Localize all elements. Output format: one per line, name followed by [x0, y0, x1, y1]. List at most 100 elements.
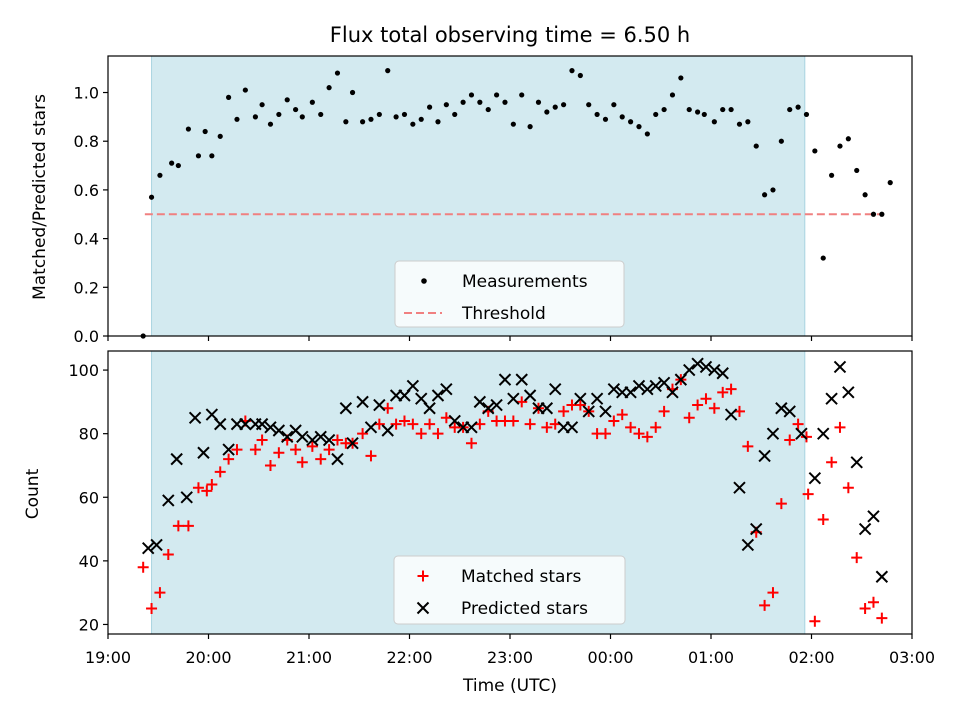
predicted-star-point — [842, 386, 855, 399]
predicted-star-point — [482, 402, 495, 415]
measurement-point — [157, 172, 163, 178]
measurement-point — [259, 102, 265, 108]
matched-star-point — [549, 418, 561, 430]
matched-star-point — [315, 453, 327, 465]
measurement-point — [778, 138, 784, 144]
measurement-point — [669, 92, 676, 98]
top-y-tick-label: 0.4 — [74, 230, 99, 249]
predicted-star-point — [423, 402, 436, 415]
matched-star-point — [231, 444, 243, 456]
matched-star-point — [817, 514, 829, 526]
measurement-point — [701, 111, 707, 118]
matched-star-point — [759, 599, 771, 611]
x-tick-label: 19:00 — [85, 648, 131, 667]
matched-star-point — [465, 437, 477, 449]
bottom-y-tick-label: 100 — [68, 361, 99, 380]
bottom-legend: Matched stars Predicted stars — [393, 555, 626, 625]
matched-star-point — [182, 520, 194, 532]
predicted-star-point — [867, 510, 880, 523]
predicted-star-point — [766, 427, 780, 440]
matched-star-point — [775, 498, 787, 510]
predicted-star-point — [188, 411, 202, 424]
predicted-star-point — [758, 449, 771, 463]
matched-star-point — [641, 431, 653, 443]
predicted-star-point — [339, 402, 353, 415]
matched-star-point — [256, 434, 268, 446]
matched-star-point — [323, 444, 335, 456]
bottom-y-tick-label: 60 — [79, 488, 99, 507]
measurement-point — [678, 75, 684, 81]
measurement-point — [349, 89, 356, 96]
bottom-panel: 20 40 60 80 100 19:00 20:00 21:00 22:00 23:00 00:0… — [68, 350, 935, 667]
measurement-point — [175, 162, 181, 169]
matched-star-point — [717, 386, 729, 398]
matched-star-point — [826, 456, 838, 468]
measurement-point — [577, 72, 583, 79]
legend-label: Predicted stars — [461, 599, 588, 619]
measurement-point — [661, 106, 667, 113]
matched-star-point — [264, 459, 276, 471]
measurement-point — [711, 119, 717, 125]
measurement-point — [376, 111, 382, 118]
predicted-star-point — [306, 433, 319, 447]
predicted-star-point — [281, 430, 294, 444]
measurement-point — [795, 104, 801, 110]
predicted-star-point — [498, 373, 512, 386]
predicted-star-point — [875, 570, 889, 583]
predicted-star-point — [724, 408, 738, 421]
matched-star-point — [784, 434, 796, 446]
measurement-point — [653, 111, 659, 118]
measurement-point — [202, 128, 208, 135]
measurement-point — [510, 121, 516, 127]
top-y-tick-label: 0.6 — [74, 181, 99, 200]
measurement-point — [569, 68, 575, 74]
predicted-star-point — [431, 389, 445, 402]
matched-star-point — [306, 440, 318, 452]
measurement-point — [401, 111, 408, 118]
matched-star-point — [390, 418, 402, 430]
matched-star-point — [407, 418, 419, 430]
legend-label: Measurements — [462, 272, 588, 292]
top-y-tick-label: 0.2 — [74, 278, 99, 297]
measurement-point — [720, 106, 726, 113]
measurement-point — [360, 119, 366, 125]
measurement-point — [468, 92, 475, 98]
measurement-point — [745, 119, 751, 125]
predicted-star-point — [440, 382, 453, 396]
measurement-point — [728, 106, 734, 113]
measurement-point — [318, 111, 324, 118]
measurement-point — [460, 99, 466, 105]
matched-star-point — [683, 412, 695, 424]
measurement-point — [443, 102, 449, 108]
matched-star-point — [524, 418, 536, 430]
predicted-star-point — [162, 494, 175, 507]
predicted-star-point — [850, 456, 863, 469]
matched-star-point — [273, 447, 285, 459]
measurement-point — [368, 116, 374, 122]
predicted-star-point — [582, 405, 595, 418]
measurement-point — [787, 106, 793, 113]
measurement-point — [267, 121, 274, 127]
x-tick-label: 21:00 — [286, 648, 332, 667]
measurement-point — [535, 99, 542, 105]
measurement-point — [527, 124, 533, 130]
matched-star-point — [162, 549, 174, 561]
predicted-star-point — [733, 481, 746, 494]
legend-box — [394, 260, 625, 328]
matched-star-point — [608, 415, 620, 427]
measurement-point — [393, 114, 399, 120]
legend-x-marker — [416, 601, 430, 615]
top-y-tick-label: 0.8 — [74, 132, 99, 151]
predicted-star-point — [624, 386, 637, 399]
measurement-point — [820, 255, 826, 261]
measurement-point — [485, 106, 491, 113]
matched-star-point — [842, 482, 854, 494]
measurement-point — [502, 99, 508, 105]
predicted-star-point — [473, 395, 487, 409]
measurement-point — [762, 192, 768, 198]
matched-star-point — [507, 415, 519, 427]
measurement-point — [695, 109, 701, 115]
bottom-x-axis-label: Time (UTC) — [462, 676, 557, 696]
predicted-star-point — [180, 491, 193, 504]
matched-star-point — [733, 405, 745, 417]
